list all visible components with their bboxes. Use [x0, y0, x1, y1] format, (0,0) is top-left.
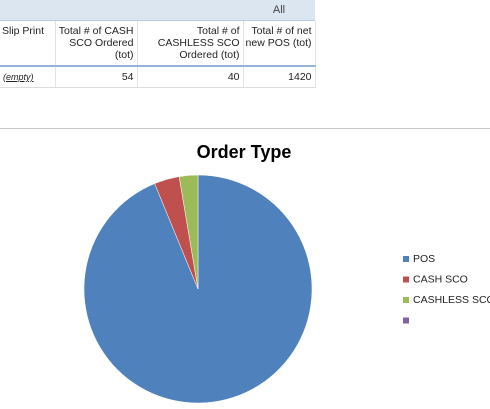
- filter-label: All: [272, 4, 286, 16]
- filter-row: All: [0, 0, 315, 21]
- legend-label: POS: [413, 253, 435, 265]
- pivot-table: Slip Print Total # of CASH SCO Ordered (…: [0, 21, 316, 88]
- cell: 1420: [243, 66, 316, 88]
- header-cell: Total # of CASHLESS SCO Ordered (tot): [137, 21, 244, 67]
- legend-label: CASHLESS SCO: [413, 294, 490, 306]
- legend-label: CASH SCO: [413, 273, 468, 285]
- data-row: (empty) 54 40 1420: [0, 66, 316, 88]
- legend-swatch: [403, 256, 409, 262]
- legend-swatch: [403, 276, 409, 283]
- legend-swatch: [403, 317, 409, 324]
- header-cell: Slip Print: [0, 21, 56, 67]
- header-cell: Total # of net new POS (tot): [243, 21, 316, 67]
- separator: [0, 128, 490, 129]
- cell: 54: [55, 66, 138, 88]
- chart-title: Order Type: [197, 142, 292, 162]
- pie-slice: [83, 174, 313, 404]
- pie-slice: [178, 174, 199, 290]
- header-row: Slip Print Total # of CASH SCO Ordered (…: [0, 21, 316, 67]
- cell: (empty): [0, 66, 56, 88]
- cell: 40: [137, 66, 244, 88]
- header-cell: Total # of CASH SCO Ordered (tot): [55, 21, 138, 67]
- legend-swatch: [403, 297, 409, 303]
